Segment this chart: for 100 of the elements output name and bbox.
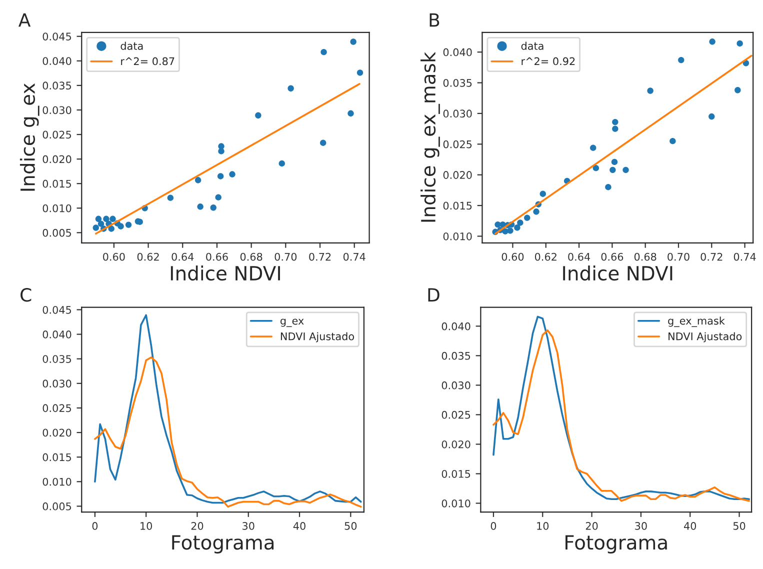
y-tick-label: 0.030 [442, 381, 470, 390]
point [610, 166, 616, 174]
point [215, 194, 222, 200]
x-tick-label: 0.72 [700, 252, 722, 261]
point [92, 224, 99, 231]
point [605, 184, 612, 190]
y-tick-label: 0.020 [443, 171, 472, 179]
x-tick-label: 0.74 [343, 252, 366, 261]
y-tick-label: 0.025 [442, 410, 470, 419]
line-series [94, 356, 362, 508]
x-tick-label: 0 [92, 522, 98, 530]
y-tick-label: 0.030 [42, 106, 72, 114]
point [218, 148, 224, 154]
point [95, 216, 102, 222]
point [533, 208, 540, 215]
point [670, 138, 676, 144]
point [507, 228, 514, 234]
legend-label: r^2= 0.87 [121, 57, 174, 66]
point [734, 87, 741, 94]
x-tick-label: 0.60 [103, 252, 125, 261]
x-tick-label: 20 [191, 522, 204, 530]
legend-label: data [521, 42, 544, 50]
x-tick-label: 40 [293, 522, 306, 530]
point [125, 222, 132, 228]
point [514, 224, 520, 231]
y-tick-label: 0.045 [42, 32, 72, 40]
point [708, 113, 715, 120]
point [320, 48, 327, 56]
x-tick-label: 30 [635, 522, 647, 530]
point [590, 144, 596, 151]
point [210, 204, 216, 211]
point [278, 160, 285, 167]
point [612, 126, 618, 132]
point [611, 158, 618, 166]
point [255, 112, 262, 118]
x-tick-label: 0.66 [206, 252, 228, 261]
point [98, 220, 104, 227]
legend-label: r^2= 0.92 [522, 57, 575, 66]
point [356, 70, 364, 76]
x-tick-label: 0.72 [309, 252, 331, 261]
y-tick-label: 0.015 [42, 180, 72, 188]
y-tick-label: 0.045 [42, 306, 72, 314]
x-axis-title: Indice NDVI [170, 266, 280, 281]
y-tick-label: 0.010 [442, 499, 470, 508]
y-tick-label: 0.020 [42, 155, 72, 164]
y-tick-label: 0.020 [442, 440, 470, 448]
point [229, 171, 236, 178]
x-tick-label: 0.62 [137, 252, 159, 261]
point [217, 173, 224, 180]
legend-label: NDVI Ajustado [668, 332, 742, 342]
point [647, 88, 654, 94]
legend-label: NDVI Ajustado [280, 332, 354, 342]
point [612, 118, 618, 126]
y-tick-label: 0.040 [442, 322, 470, 330]
y-tick-label: 0.005 [42, 228, 72, 237]
point [197, 204, 204, 210]
chart-title: C [20, 288, 32, 302]
point [103, 216, 110, 222]
y-tick-label: 0.025 [443, 140, 472, 148]
y-tick-label: 0.015 [42, 453, 72, 462]
point [736, 40, 743, 47]
chart-title: D [428, 288, 440, 302]
y-tick-label: 0.035 [42, 355, 72, 363]
y-tick-label: 0.015 [442, 470, 470, 478]
line-series [94, 314, 362, 504]
y-tick-label: 0.040 [42, 57, 72, 65]
legend-label: g_ex_mask [668, 316, 725, 328]
y-tick-label: 0.035 [42, 82, 72, 90]
x-tick-label: 0.70 [274, 252, 297, 261]
point [110, 216, 116, 222]
y-tick-label: 0.040 [443, 48, 472, 56]
x-tick-label: 0.74 [734, 252, 756, 261]
y-tick-label: 0.010 [443, 232, 472, 240]
point [524, 214, 530, 221]
x-tick-label: 0 [490, 522, 496, 530]
y-tick-label: 0.025 [42, 130, 72, 139]
y-tick-label: 0.015 [443, 202, 472, 210]
x-tick-label: 30 [242, 522, 254, 530]
y-tick-label: 0.010 [42, 204, 72, 212]
x-tick-label: 0.64 [568, 252, 590, 261]
chart-title: B [430, 13, 440, 27]
x-tick-label: 0.66 [601, 252, 624, 261]
y-tick-label: 0.020 [42, 428, 72, 437]
y-axis-title: Indice g_ex_mask [420, 52, 440, 222]
x-tick-label: 0.60 [502, 252, 524, 261]
x-tick-label: 0.64 [172, 252, 194, 261]
x-tick-label: 0.70 [668, 252, 690, 261]
x-axis-title: Fotograma [172, 535, 274, 554]
y-tick-label: 0.035 [443, 78, 472, 87]
y-tick-label: 0.005 [42, 502, 72, 510]
x-tick-label: 0.68 [634, 252, 656, 261]
point [622, 166, 629, 174]
point [709, 38, 716, 45]
x-tick-label: 10 [140, 522, 152, 530]
point [592, 164, 600, 172]
y-tick-label: 0.030 [42, 380, 72, 388]
x-tick-label: 10 [537, 522, 549, 530]
point [320, 140, 326, 146]
x-tick-label: 50 [344, 522, 357, 530]
point [108, 226, 114, 232]
